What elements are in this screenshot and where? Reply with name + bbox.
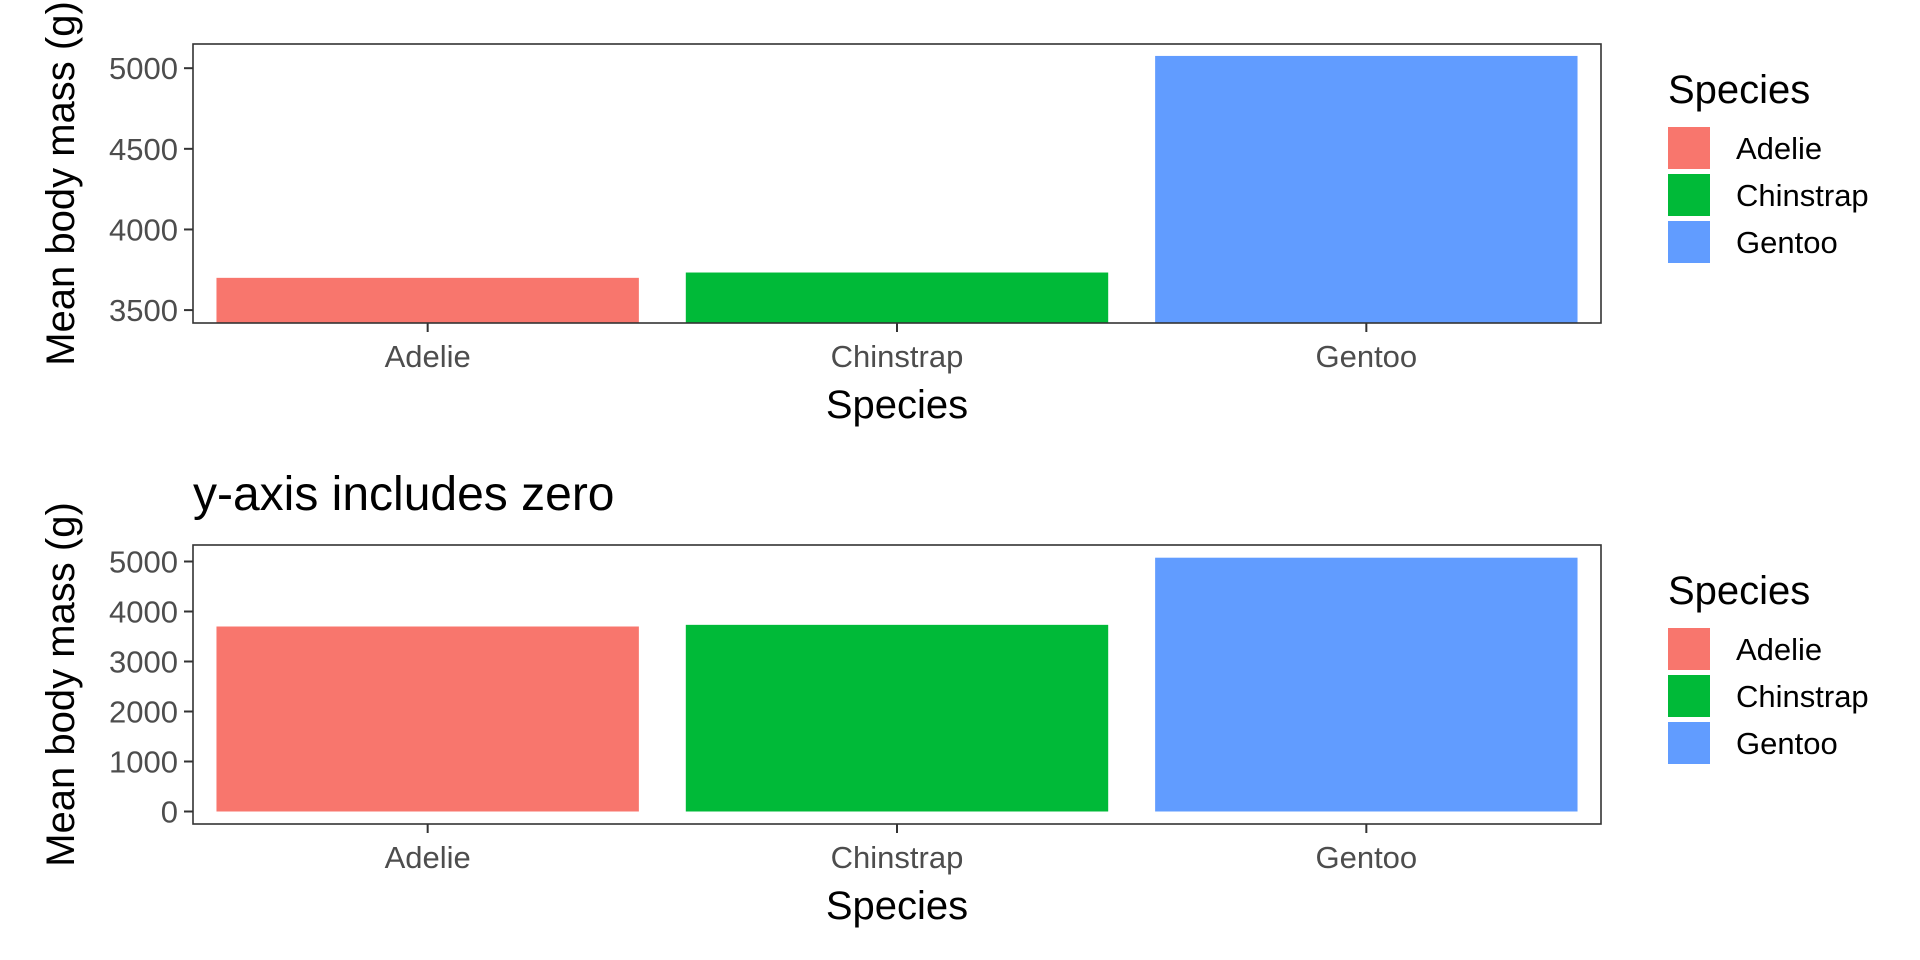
y-tick-label: 4000 [109, 595, 178, 630]
y-tick-label: 5000 [109, 545, 178, 580]
legend-key-gentoo [1668, 221, 1710, 263]
y-tick-label: 3000 [109, 645, 178, 680]
legend-key-adelie [1668, 628, 1710, 670]
legend-title: Species [1668, 569, 1810, 613]
bar-adelie [216, 626, 639, 812]
legend: Species Adelie Chinstrap Gentoo [1668, 68, 1869, 263]
legend-key-adelie [1668, 127, 1710, 169]
bar-chinstrap [685, 624, 1109, 812]
chart-panel-2: y-axis includes zero 0 1000 2000 3000 4000 500… [39, 468, 1869, 928]
legend-key-chinstrap [1668, 675, 1710, 717]
y-tick-label: 2000 [109, 695, 178, 730]
bar-gentoo [1155, 55, 1578, 324]
legend-key-gentoo [1668, 722, 1710, 764]
x-tick-label: Chinstrap [831, 339, 964, 374]
bar-gentoo [1155, 557, 1578, 812]
y-tick-label: 4000 [109, 212, 178, 247]
legend-label-adelie: Adelie [1736, 632, 1822, 667]
x-axis-title: Species [826, 383, 968, 427]
legend-title: Species [1668, 68, 1810, 112]
y-tick-label: 5000 [109, 51, 178, 86]
x-axis-title: Species [826, 884, 968, 928]
legend-label-gentoo: Gentoo [1736, 225, 1838, 260]
legend: Species Adelie Chinstrap Gentoo [1668, 569, 1869, 764]
y-tick-label: 3500 [109, 293, 178, 328]
x-tick-label: Chinstrap [831, 840, 964, 875]
legend-label-gentoo: Gentoo [1736, 726, 1838, 761]
legend-key-chinstrap [1668, 174, 1710, 216]
legend-label-chinstrap: Chinstrap [1736, 178, 1869, 213]
x-tick-label: Gentoo [1315, 840, 1417, 875]
legend-label-chinstrap: Chinstrap [1736, 679, 1869, 714]
y-tick-label: 4500 [109, 132, 178, 167]
legend-label-adelie: Adelie [1736, 131, 1822, 166]
bar-adelie [216, 277, 639, 323]
bar-chinstrap [685, 272, 1109, 323]
y-axis-title: Mean body mass (g) [39, 502, 83, 867]
plot-title: y-axis includes zero [193, 468, 615, 521]
x-tick-label: Adelie [385, 840, 471, 875]
y-axis-title: Mean body mass (g) [39, 1, 83, 366]
y-tick-label: 0 [161, 795, 178, 830]
x-tick-label: Gentoo [1315, 339, 1417, 374]
y-tick-label: 1000 [109, 745, 178, 780]
x-tick-label: Adelie [385, 339, 471, 374]
